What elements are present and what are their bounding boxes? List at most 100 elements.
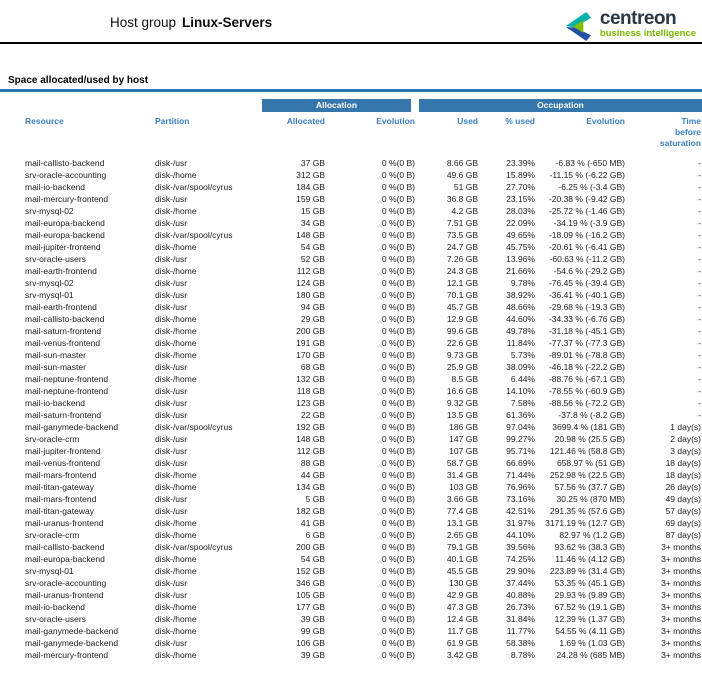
cell-percent-used: 15.89% — [506, 170, 535, 180]
cell-time-before-saturation: 2 day(s) — [670, 434, 702, 444]
cell-partition: disk-/usr — [155, 410, 188, 420]
cell-allocation-evolution: 0 %(0 B) — [381, 650, 415, 660]
cell-time-before-saturation: 87 day(s) — [665, 530, 702, 540]
table-row: srv-mysql-01 disk-/home 152 GB 0 %(0 B) 45.5… — [0, 565, 702, 577]
table-row: srv-oracle-accounting disk-/usr 346 GB 0 %(… — [0, 577, 702, 589]
table-row: mail-europa-backend disk-/usr 34 GB 0 %(0 B… — [0, 217, 702, 229]
cell-resource: mail-uranus-frontend — [25, 518, 104, 528]
cell-allocated: 112 GB — [296, 446, 325, 456]
cell-time-before-saturation: - — [698, 386, 702, 396]
cell-time-before-saturation: 26 day(s) — [665, 482, 702, 492]
cell-used: 61.9 GB — [446, 638, 478, 648]
cell-occupation-evolution: -20.38 % (-9.42 GB) — [548, 194, 625, 204]
cell-used: 2.65 GB — [446, 530, 478, 540]
cell-used: 45.7 GB — [446, 302, 478, 312]
cell-percent-used: 6.44% — [510, 374, 535, 384]
cell-resource: mail-venus-frontend — [25, 338, 101, 348]
group-header-spacer — [0, 99, 262, 112]
cell-partition: disk-/home — [155, 266, 197, 276]
cell-occupation-evolution: 24.28 % (685 MB) — [556, 650, 625, 660]
cell-time-before-saturation: - — [698, 314, 702, 324]
cell-resource: mail-mercury-frontend — [25, 194, 109, 204]
cell-occupation-evolution: 658.97 % (51 GB) — [556, 458, 625, 468]
cell-partition: disk-/var/spool/cyrus — [155, 182, 233, 192]
cell-used: 73.5 GB — [446, 230, 478, 240]
cell-allocation-evolution: 0 %(0 B) — [381, 326, 415, 336]
cell-resource: mail-earth-frontend — [25, 302, 97, 312]
cell-allocation-evolution: 0 %(0 B) — [381, 458, 415, 468]
cell-allocation-evolution: 0 %(0 B) — [381, 206, 415, 216]
cell-allocated: 54 GB — [300, 242, 325, 252]
cell-occupation-evolution: -78.55 % (-60.9 GB) — [548, 386, 625, 396]
cell-resource: mail-mars-frontend — [25, 470, 97, 480]
cell-allocation-evolution: 0 %(0 B) — [381, 470, 415, 480]
cell-occupation-evolution: 30.25 % (870 MB) — [556, 494, 625, 504]
cell-resource: mail-europa-backend — [25, 554, 105, 564]
cell-resource: mail-titan-gateway — [25, 506, 94, 516]
table-row: mail-mercury-frontend disk-/home 39 GB 0 %(… — [0, 649, 702, 661]
cell-time-before-saturation: - — [698, 398, 702, 408]
cell-resource: mail-mercury-frontend — [25, 650, 109, 660]
cell-partition: disk-/var/spool/cyrus — [155, 422, 233, 432]
cell-partition: disk-/home — [155, 350, 197, 360]
cell-percent-used: 76.96% — [506, 482, 535, 492]
cell-used: 70.1 GB — [446, 290, 478, 300]
table-row: srv-oracle-crm disk-/home 6 GB 0 %(0 B) 2.65… — [0, 529, 702, 541]
cell-time-before-saturation: - — [698, 242, 702, 252]
cell-time-before-saturation: 3+ months — [661, 602, 702, 612]
cell-partition: disk-/home — [155, 566, 197, 576]
table-row: mail-uranus-frontend disk-/usr 105 GB 0 %(0… — [0, 589, 702, 601]
cell-resource: mail-ganymede-backend — [25, 638, 119, 648]
cell-resource: srv-mysql-01 — [25, 566, 74, 576]
cell-time-before-saturation: - — [698, 266, 702, 276]
cell-resource: mail-io-backend — [25, 182, 85, 192]
cell-allocation-evolution: 0 %(0 B) — [381, 566, 415, 576]
cell-percent-used: 39.56% — [506, 542, 535, 552]
cell-partition: disk-/usr — [155, 386, 188, 396]
table-row: mail-saturn-frontend disk-/usr 22 GB 0 %(0 … — [0, 409, 702, 421]
cell-time-before-saturation: - — [698, 374, 702, 384]
table-row: srv-oracle-accounting disk-/home 312 GB 0 %… — [0, 169, 702, 181]
cell-allocation-evolution: 0 %(0 B) — [381, 230, 415, 240]
cell-percent-used: 7.58% — [510, 398, 535, 408]
cell-partition: disk-/home — [155, 470, 197, 480]
cell-partition: disk-/home — [155, 530, 197, 540]
cell-allocation-evolution: 0 %(0 B) — [381, 374, 415, 384]
cell-allocated: 112 GB — [296, 266, 325, 276]
cell-resource: srv-oracle-accounting — [25, 170, 107, 180]
cell-allocation-evolution: 0 %(0 B) — [381, 530, 415, 540]
cell-percent-used: 45.75% — [506, 242, 535, 252]
cell-allocation-evolution: 0 %(0 B) — [381, 638, 415, 648]
cell-partition: disk-/usr — [155, 194, 188, 204]
cell-percent-used: 11.77% — [506, 626, 535, 636]
cell-allocation-evolution: 0 %(0 B) — [381, 302, 415, 312]
table-row: mail-titan-gateway disk-/home 134 GB 0 %(0 … — [0, 481, 702, 493]
cell-allocated: 22 GB — [300, 410, 325, 420]
cell-partition: disk-/usr — [155, 218, 188, 228]
group-header-allocation: Allocation — [262, 99, 415, 112]
cell-occupation-evolution: 57.56 % (37.7 GB) — [554, 482, 625, 492]
cell-time-before-saturation: - — [698, 410, 702, 420]
cell-partition: disk-/home — [155, 518, 197, 528]
cell-percent-used: 26.73% — [506, 602, 535, 612]
cell-time-before-saturation: 49 day(s) — [665, 494, 702, 504]
cell-percent-used: 44.10% — [506, 530, 535, 540]
cell-partition: disk-/home — [155, 614, 197, 624]
cell-percent-used: 23.39% — [506, 158, 535, 168]
table-row: mail-io-backend disk-/home 177 GB 0 %(0 B) 4… — [0, 601, 702, 613]
cell-resource: mail-io-backend — [25, 398, 85, 408]
column-header-row: Resource Partition Allocated Evolution U… — [0, 112, 702, 157]
column-header-resource: Resource — [25, 116, 64, 126]
cell-time-before-saturation: - — [698, 302, 702, 312]
cell-allocation-evolution: 0 %(0 B) — [381, 182, 415, 192]
column-header-allocation-evolution: Evolution — [376, 116, 415, 126]
table-row: srv-mysql-02 disk-/home 15 GB 0 %(0 B) 4.2 G… — [0, 205, 702, 217]
cell-used: 7.51 GB — [446, 218, 478, 228]
cell-percent-used: 13.96% — [506, 254, 535, 264]
cell-time-before-saturation: - — [698, 350, 702, 360]
column-header-occupation-evolution: Evolution — [586, 116, 625, 126]
cell-percent-used: 49.78% — [506, 326, 535, 336]
space-allocated-table: Allocation Occupation Resource Partition… — [0, 99, 702, 661]
centreon-logo: centreon business intelligence — [563, 9, 696, 42]
cell-percent-used: 49.65% — [506, 230, 535, 240]
